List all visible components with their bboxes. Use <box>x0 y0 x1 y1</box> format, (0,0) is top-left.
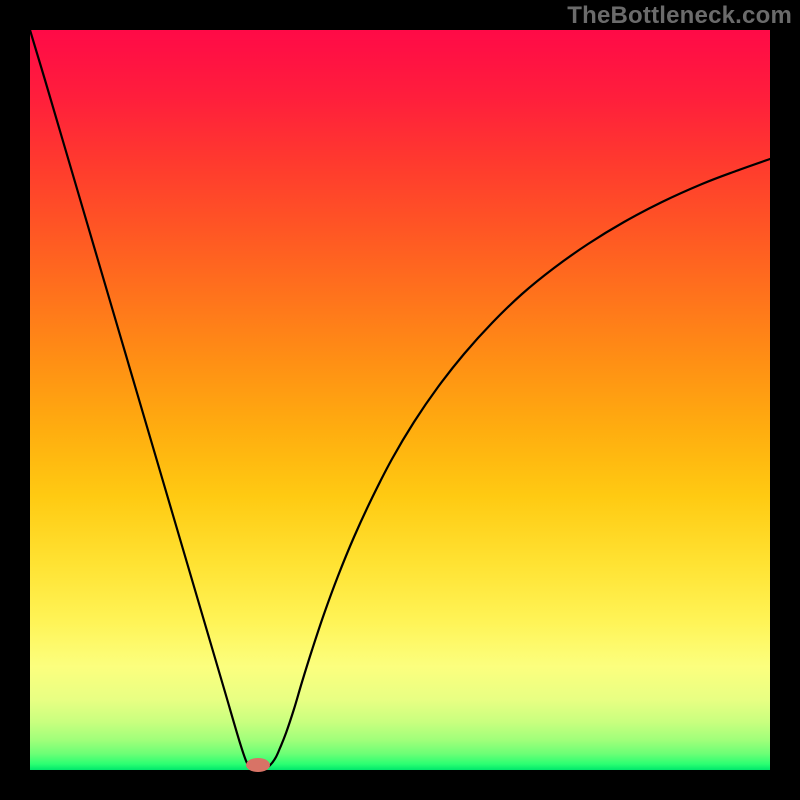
plot-background <box>30 30 770 770</box>
chart-container: TheBottleneck.com <box>0 0 800 800</box>
watermark-label: TheBottleneck.com <box>567 2 792 30</box>
optimal-marker <box>246 758 270 772</box>
bottleneck-chart <box>0 0 800 800</box>
